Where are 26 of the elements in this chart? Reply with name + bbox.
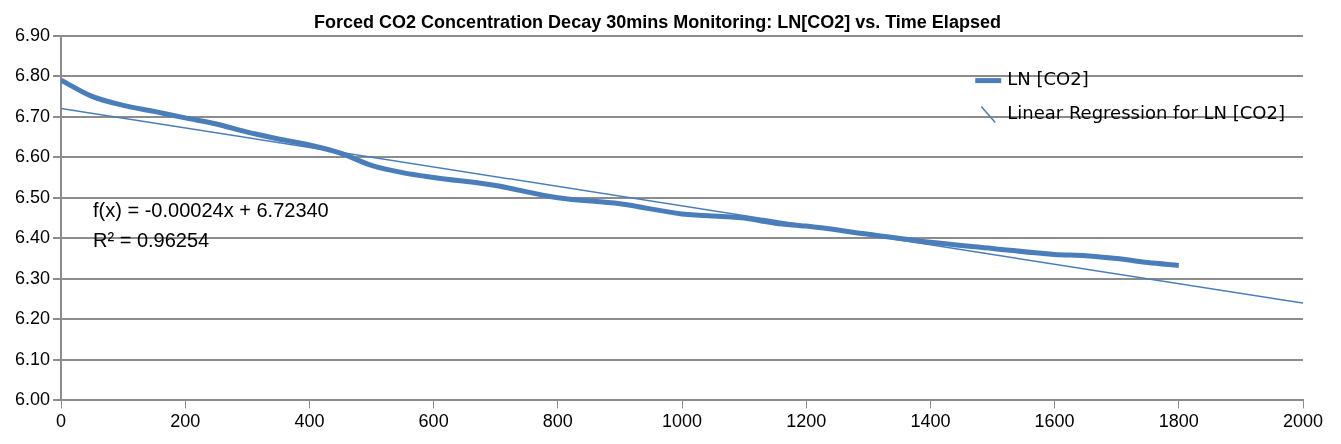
x-tick-label: 800 <box>542 411 573 432</box>
legend-label: Linear Regression for LN [CO2] <box>1007 102 1285 124</box>
chart-title: Forced CO2 Concentration Decay 30mins Monitoring: LN[CO2] vs. Time Elapsed <box>314 11 1001 32</box>
annotation: f(x) = -0.00024x + 6.72340 <box>93 199 329 222</box>
x-tick-label: 1800 <box>1158 411 1199 432</box>
y-tick-label: 6.80 <box>14 65 51 86</box>
y-tick-label: 6.10 <box>14 348 51 369</box>
x-tick-label: 1200 <box>786 411 827 432</box>
x-tick-label: 1600 <box>1034 411 1075 432</box>
x-tick-label: 400 <box>294 411 325 432</box>
y-tick-label: 6.40 <box>14 227 51 248</box>
x-tick-label: 200 <box>170 411 201 432</box>
x-tick-label: 2000 <box>1282 411 1324 432</box>
y-tick-label: 6.70 <box>14 105 51 126</box>
x-tick-label: 1000 <box>661 411 703 432</box>
annotation: R² = 0.96254 <box>93 229 210 252</box>
y-tick-label: 6.60 <box>14 146 51 167</box>
legend-label: LN [CO2] <box>1007 68 1089 90</box>
x-tick-label: 0 <box>56 411 67 432</box>
y-tick-label: 6.90 <box>14 24 51 45</box>
x-tick-label: 1400 <box>910 411 951 432</box>
x-tick-label: 600 <box>418 411 449 432</box>
y-tick-label: 6.00 <box>14 389 51 410</box>
y-tick-label: 6.50 <box>14 186 51 207</box>
y-tick-label: 6.30 <box>14 267 51 288</box>
y-tick-label: 6.20 <box>14 308 51 329</box>
